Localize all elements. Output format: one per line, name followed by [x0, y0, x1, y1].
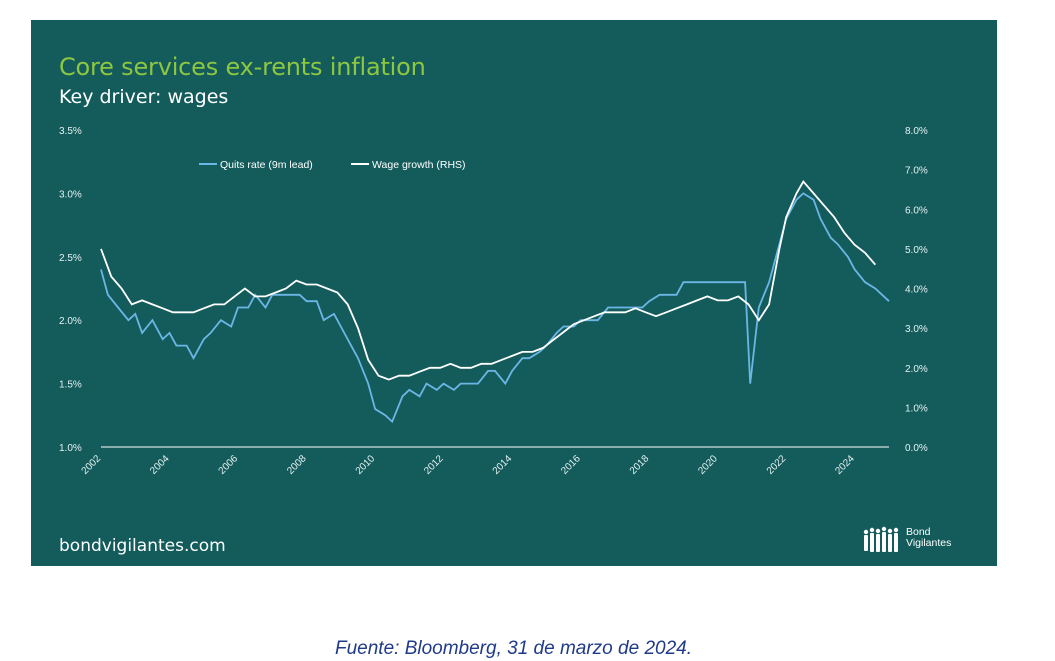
- logo-text: Bond Vigilantes: [906, 527, 951, 549]
- y-left-tick-label: 3.0%: [59, 189, 82, 200]
- y-right-tick-label: 6.0%: [905, 205, 928, 216]
- x-tick-label: 2020: [696, 453, 720, 477]
- x-tick-label: 2006: [217, 453, 241, 477]
- y-right-tick-label: 2.0%: [905, 364, 928, 375]
- chart-title: Core services ex-rents inflation: [59, 53, 426, 81]
- y-left-tick-label: 2.5%: [59, 253, 82, 264]
- y-right-tick-label: 4.0%: [905, 285, 928, 296]
- chart-legend: Quits rate (9m lead) Wage growth (RHS): [199, 159, 466, 171]
- left-axis: 1.0% 1.5% 2.0% 2.5% 3.0% 3.5%: [59, 126, 82, 454]
- right-axis: 0.0% 1.0% 2.0% 3.0% 4.0% 5.0% 6.0% 7.0% 8.0%: [905, 126, 928, 454]
- website-label: bondvigilantes.com: [59, 536, 226, 556]
- legend-label-quits: Quits rate (9m lead): [220, 159, 313, 171]
- x-tick-label: 2010: [354, 453, 378, 477]
- legend-label-wages: Wage growth (RHS): [372, 159, 466, 171]
- y-right-tick-label: 5.0%: [905, 245, 928, 256]
- y-left-tick-label: 1.5%: [59, 380, 82, 391]
- y-left-tick-label: 2.0%: [59, 316, 82, 327]
- series-line-quits-rate: [100, 192, 890, 424]
- y-right-tick-label: 3.0%: [905, 324, 928, 335]
- x-tick-label: 2016: [559, 453, 583, 477]
- chart-slide: Core services ex-rents inflation Key dri…: [31, 20, 997, 566]
- x-tick-label: 2024: [833, 453, 857, 477]
- x-tick-label: 2008: [285, 453, 309, 477]
- source-caption: Fuente: Bloomberg, 31 de marzo de 2024.: [334, 638, 692, 659]
- x-tick-label: 2014: [491, 453, 515, 477]
- y-right-tick-label: 1.0%: [905, 403, 928, 414]
- x-tick-label: 2012: [422, 453, 446, 477]
- x-tick-label: 2018: [628, 453, 652, 477]
- y-right-tick-label: 8.0%: [905, 126, 928, 137]
- y-right-tick-label: 0.0%: [905, 443, 928, 454]
- y-right-tick-label: 7.0%: [905, 166, 928, 177]
- y-left-tick-label: 3.5%: [59, 126, 82, 137]
- x-tick-label: 2022: [765, 453, 789, 477]
- people-silhouettes-icon: [863, 526, 899, 552]
- line-chart: 1.0% 1.5% 2.0% 2.5% 3.0% 3.5% 0.0% 1.0% 2.0% 3.0…: [59, 126, 928, 477]
- x-tick-label: 2002: [80, 453, 104, 477]
- logo-line-1: Bond: [906, 526, 931, 538]
- y-left-tick-label: 1.0%: [59, 443, 82, 454]
- series-line-wage-growth: [100, 179, 876, 381]
- logo-line-2: Vigilantes: [906, 537, 952, 549]
- x-tick-label: 2004: [148, 453, 172, 477]
- x-axis: 2002 2004 2006 2008 2010 2012 2014 2016 2018 2020…: [80, 453, 858, 477]
- bond-vigilantes-logo: Bond Vigilantes: [862, 525, 972, 561]
- chart-subtitle: Key driver: wages: [59, 86, 229, 108]
